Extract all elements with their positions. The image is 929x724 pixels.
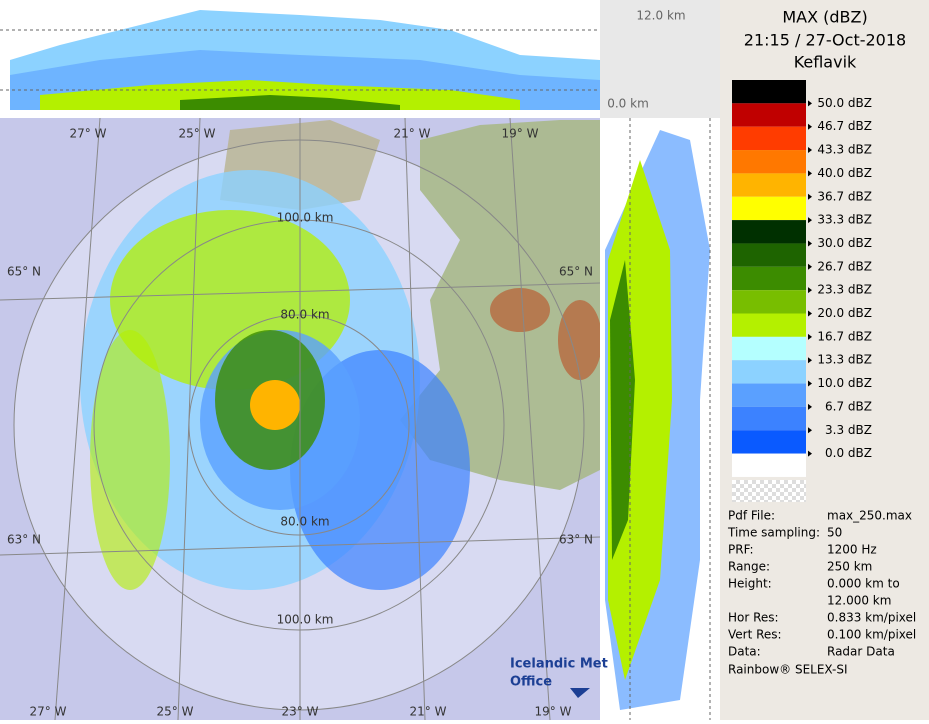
legend-label: 6.7 dBZ (825, 399, 872, 413)
legend-swatch (732, 173, 806, 197)
right-profile (600, 118, 720, 720)
legend-label: 36.7 dBZ (817, 189, 872, 203)
legend-label: 26.7 dBZ (817, 259, 872, 273)
range-label: 80.0 km (280, 515, 329, 529)
legend-label: 46.7 dBZ (817, 119, 872, 133)
legend-swatch (732, 243, 806, 267)
legend-swatch (732, 126, 806, 151)
logo-text: Icelandic Met (510, 657, 608, 672)
longitude-label: 19° W (535, 705, 572, 719)
info-value: 1200 Hz (827, 543, 877, 557)
logo-text: Office (510, 675, 552, 690)
legend-tick (808, 217, 812, 224)
legend-tick (808, 100, 812, 107)
legend-tick (808, 263, 812, 270)
datetime: 21:15 / 27-Oct-2018 (744, 31, 906, 50)
info-label: Pdf File: (728, 509, 775, 523)
legend-label: 40.0 dBZ (817, 166, 872, 180)
product-title: MAX (dBZ) (782, 8, 867, 27)
radar-map (0, 118, 600, 720)
legend-label: 13.3 dBZ (817, 353, 872, 367)
longitude-label: 27° W (30, 705, 67, 719)
info-value: Radar Data (827, 645, 895, 659)
legend-tick (808, 170, 812, 177)
top-profile (0, 0, 720, 118)
logo: Icelandic Met Office (510, 657, 608, 698)
legend-label: 20.0 dBZ (817, 306, 872, 320)
legend-label: 0.0 dBZ (825, 446, 872, 460)
legend-swatch (732, 220, 806, 244)
legend-swatch (732, 313, 806, 337)
info-value: 12.000 km (827, 594, 891, 608)
info-label: Vert Res: (728, 628, 782, 642)
longitude-label: 23° W (282, 705, 319, 719)
legend-label: 33.3 dBZ (817, 213, 872, 227)
legend-tick (808, 333, 812, 340)
range-label: 100.0 km (277, 211, 334, 225)
info-label: Range: (728, 560, 770, 574)
longitude-label: 21° W (410, 705, 447, 719)
info-value: 0.000 km to (827, 577, 900, 591)
legend-swatch (732, 336, 806, 361)
legend-tick (808, 450, 812, 457)
info-label: Hor Res: (728, 611, 779, 625)
range-label: 100.0 km (277, 613, 334, 627)
latitude-label: 65° N (559, 265, 593, 279)
legend-tick (808, 287, 812, 294)
legend-tick (808, 427, 812, 434)
info-label: Data: (728, 645, 761, 659)
profile-top-label: 12.0 km (636, 9, 685, 23)
legend-tick (808, 240, 812, 247)
legend-tick (808, 310, 812, 317)
longitude-label: 25° W (179, 127, 216, 141)
info-value: 50 (827, 526, 842, 540)
legend-swatch (732, 290, 806, 314)
legend-label: 16.7 dBZ (817, 329, 872, 343)
legend-label: 10.0 dBZ (817, 376, 872, 390)
legend-tick (808, 403, 812, 410)
legend-swatch (732, 383, 806, 407)
legend-tick (808, 147, 812, 154)
legend-swatch (732, 453, 806, 477)
legend-tick (808, 193, 812, 200)
legend-label: 30.0 dBZ (817, 236, 872, 250)
info-value: 0.100 km/pixel (827, 628, 916, 642)
legend-tick (808, 380, 812, 387)
latitude-label: 63° N (7, 533, 41, 547)
legend-swatch (732, 266, 806, 291)
legend-label: 23.3 dBZ (817, 283, 872, 297)
legend-swatch (732, 360, 806, 384)
legend-tick (808, 357, 812, 364)
legend-swatch (732, 150, 806, 174)
info-label: PRF: (728, 543, 754, 557)
legend-label: 50.0 dBZ (817, 96, 872, 110)
latitude-label: 65° N (7, 265, 41, 279)
legend-label: 3.3 dBZ (825, 423, 872, 437)
legend-tick (808, 123, 812, 130)
longitude-label: 27° W (70, 127, 107, 141)
transparent-swatch (732, 480, 806, 502)
legend-swatch (732, 406, 806, 431)
longitude-label: 21° W (394, 127, 431, 141)
range-label: 80.0 km (280, 308, 329, 322)
longitude-label: 19° W (502, 127, 539, 141)
info-label: Time sampling: (727, 526, 820, 540)
legend-label: 43.3 dBZ (817, 143, 872, 157)
profile-bottom-label: 0.0 km (607, 97, 649, 111)
latitude-label: 63° N (559, 533, 593, 547)
legend-swatch (732, 80, 806, 104)
info-value: 250 km (827, 560, 872, 574)
legend-swatch (732, 103, 806, 127)
site-name: Keflavik (794, 53, 857, 72)
info-label: Height: (728, 577, 772, 591)
legend-swatch (732, 430, 806, 454)
footer: Rainbow® SELEX-SI (728, 663, 848, 677)
legend-swatch (732, 196, 806, 221)
info-value: 0.833 km/pixel (827, 611, 916, 625)
longitude-label: 25° W (157, 705, 194, 719)
info-value: max_250.max (827, 509, 912, 523)
